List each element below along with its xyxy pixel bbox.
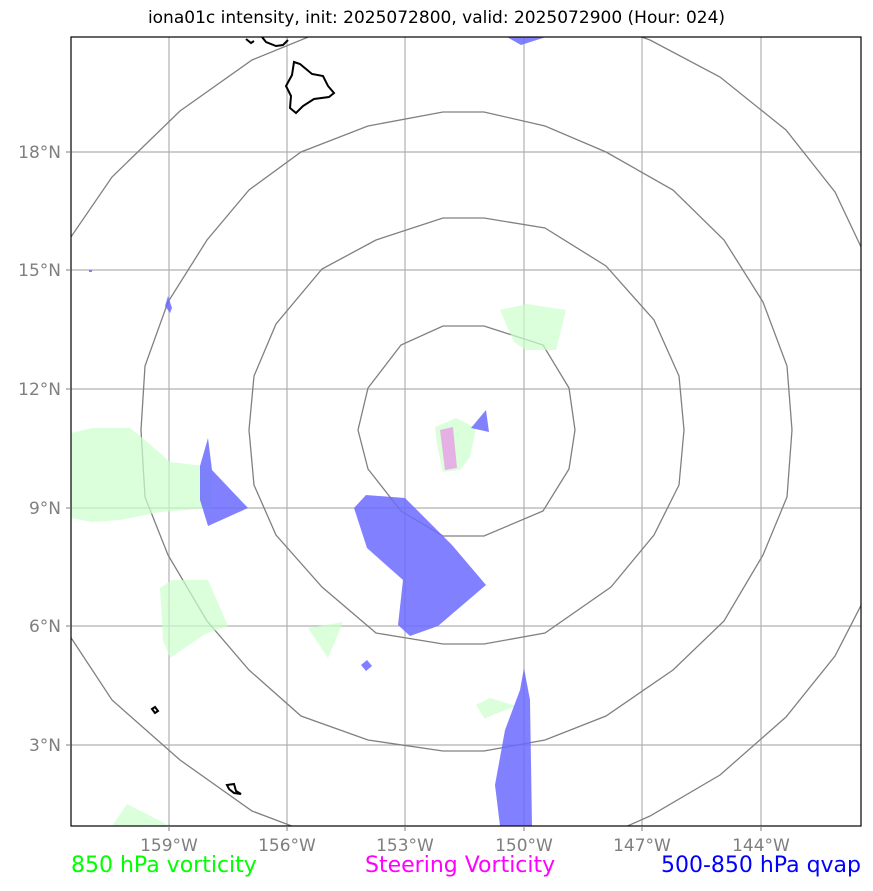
qvap-area-top (507, 37, 546, 45)
page-title: iona01c intensity, init: 2025072800, val… (147, 8, 726, 28)
coast-islet-2 (225, 782, 242, 795)
range-rings (71, 37, 861, 826)
coastlines (150, 37, 336, 795)
tick-marks (66, 151, 762, 831)
qvap-area-dot (89, 270, 92, 272)
lon-tick-label: 156°W (258, 836, 316, 856)
vort850-area-south-2 (476, 698, 516, 719)
lon-tick-label: 144°W (732, 836, 790, 856)
lat-tick-label: 15°N (18, 261, 61, 281)
qvap-area-south (495, 668, 532, 826)
vort850-area-west (71, 428, 212, 522)
lat-tick-label: 6°N (29, 617, 61, 637)
coast-kahoolawe (245, 38, 255, 45)
plot-frame (70, 36, 862, 827)
qvap-area-small-2 (361, 660, 372, 671)
legend-850-vorticity: 850 hPa vorticity (71, 853, 257, 878)
vort850-area-south (308, 622, 343, 658)
lon-tick-label: 153°W (376, 836, 434, 856)
vort850-area-ne (500, 304, 566, 350)
vort850-contours (71, 304, 566, 826)
range-ring-3 (140, 111, 793, 752)
coast-hawaii-big-island (284, 60, 336, 115)
lat-tick-label: 9°N (29, 499, 61, 519)
lat-tick-label: 3°N (29, 736, 61, 756)
qvap-area-main (354, 495, 486, 636)
qvap-area-west (200, 438, 248, 526)
range-ring-4 (71, 37, 861, 826)
lon-tick-labels: 159°W 156°W 153°W 150°W 147°W 144°W (140, 836, 790, 856)
qvap-area-small-1 (165, 296, 172, 313)
lat-tick-label: 12°N (18, 380, 61, 400)
lat-tick-label: 18°N (18, 143, 61, 163)
legend-steering-vorticity: Steering Vorticity (365, 853, 556, 878)
legend-qvap: 500-850 hPa qvap (660, 853, 861, 878)
lat-tick-labels: 18°N 15°N 12°N 9°N 6°N 3°N (18, 143, 61, 756)
lon-tick-label: 159°W (140, 836, 198, 856)
coast-maui (261, 37, 289, 48)
lon-tick-label: 150°W (495, 836, 553, 856)
lon-tick-label: 147°W (613, 836, 671, 856)
vort850-area-bottom (112, 804, 170, 826)
qvap-area-center-east (471, 410, 489, 432)
coast-islet-1 (150, 705, 160, 715)
qvap-contours (89, 37, 546, 826)
vort850-area-sw (160, 580, 228, 658)
steering-vorticity-area (440, 427, 457, 470)
range-ring-2 (248, 217, 685, 645)
